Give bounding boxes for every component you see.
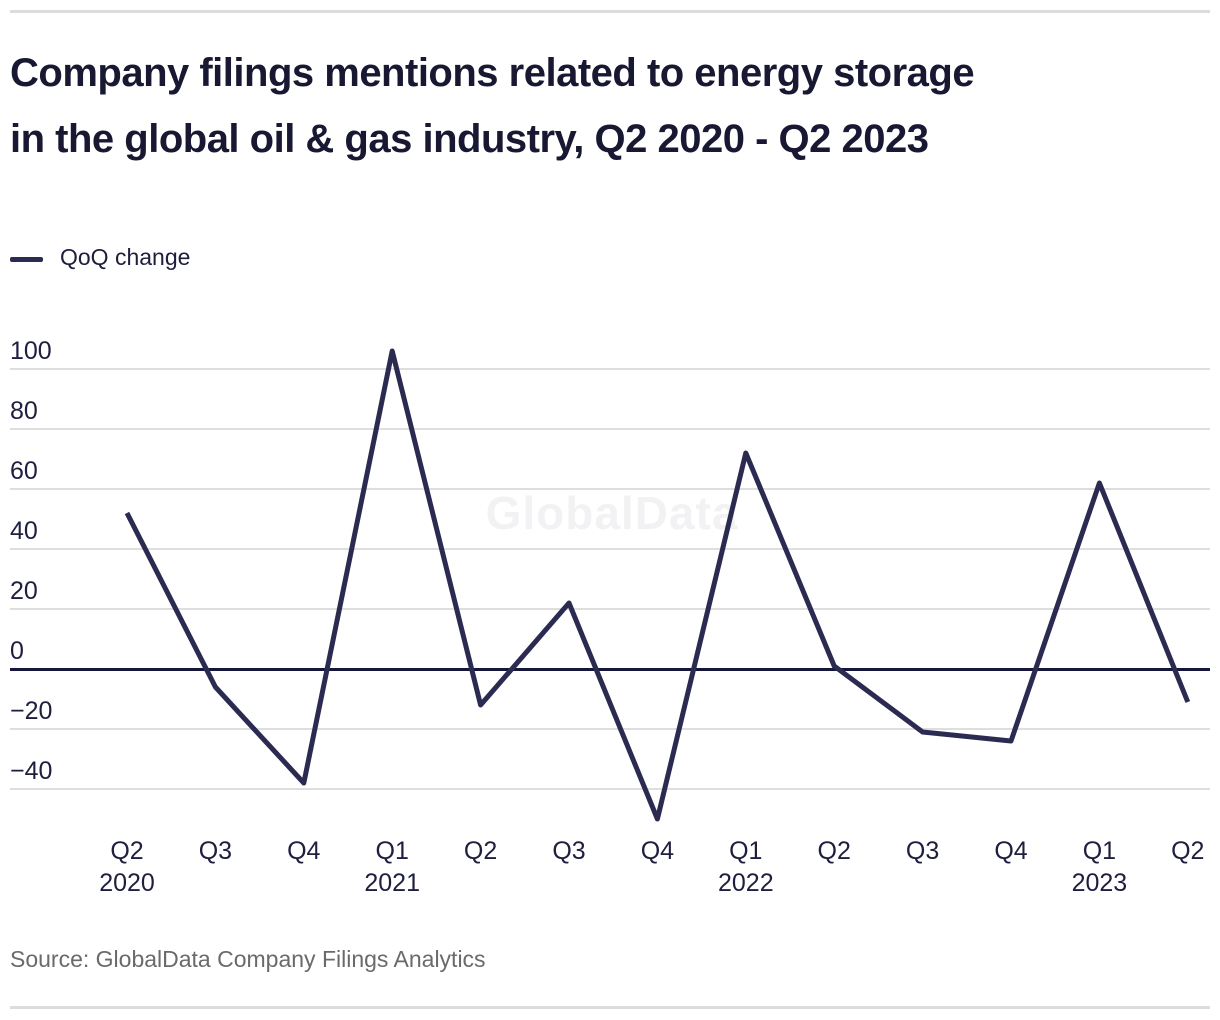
x-axis-label: Q2 — [779, 836, 889, 866]
source-caption: Source: GlobalData Company Filings Analy… — [10, 946, 486, 972]
x-axis-label: Q1 2021 — [337, 836, 447, 898]
zero-gridline — [10, 668, 1210, 671]
qoq-trend-line — [124, 348, 1191, 822]
x-axis-quarter: Q1 — [1082, 837, 1117, 865]
y-axis-label: −20 — [10, 697, 53, 725]
y-axis-label: 100 — [10, 337, 52, 365]
y-axis-label: 40 — [10, 517, 38, 545]
x-axis-quarter: Q3 — [198, 837, 233, 865]
x-axis-quarter: Q2 — [110, 837, 144, 865]
x-axis-year: 2022 — [717, 869, 774, 897]
legend-label: QoQ change — [60, 244, 191, 270]
x-axis-label: Q2 2020 — [72, 836, 182, 898]
x-axis-label: Q4 — [249, 836, 359, 866]
y-gridline — [10, 608, 1210, 610]
top-divider — [10, 10, 1210, 13]
x-axis-quarter: Q4 — [994, 837, 1028, 865]
x-axis-quarter: Q1 — [375, 837, 409, 865]
y-axis-label: 60 — [10, 457, 38, 485]
y-gridline — [10, 728, 1210, 730]
x-axis-label: Q1 2022 — [691, 836, 801, 898]
x-axis-quarter: Q2 — [1171, 837, 1205, 865]
y-axis-label: 80 — [10, 397, 38, 425]
x-axis-quarter: Q1 — [729, 837, 763, 865]
x-axis-label: Q3 — [160, 836, 270, 866]
y-gridline — [10, 788, 1210, 790]
x-axis-label: Q2 — [1133, 836, 1220, 866]
x-axis-label: Q3 — [868, 836, 978, 866]
x-axis-label: Q3 — [514, 836, 624, 866]
x-axis-label: Q4 — [602, 836, 712, 866]
x-axis-label: Q1 2023 — [1044, 836, 1154, 898]
x-axis-label: Q2 — [426, 836, 536, 866]
chart-title: Company filings mentions related to ener… — [10, 40, 1215, 172]
x-axis-year: 2020 — [99, 869, 155, 897]
y-axis-label: 20 — [10, 577, 38, 605]
y-gridline — [10, 368, 1210, 370]
x-axis-quarter: Q2 — [463, 837, 498, 865]
x-axis-quarter: Q3 — [552, 837, 586, 865]
y-axis-label: −40 — [10, 757, 53, 785]
bottom-divider — [10, 1006, 1210, 1009]
watermark: GlobalData — [485, 487, 739, 539]
chart-title-line2: in the global oil & gas industry, Q2 202… — [10, 117, 929, 161]
x-axis-quarter: Q4 — [640, 837, 675, 865]
x-axis-quarter: Q4 — [287, 837, 321, 865]
y-axis-label: 0 — [10, 637, 24, 665]
x-axis-quarter: Q2 — [817, 837, 851, 865]
legend-line-swatch — [10, 257, 43, 262]
chart-title-line1: Company filings mentions related to ener… — [10, 51, 975, 95]
y-gridline — [10, 548, 1210, 550]
x-axis-year: 2023 — [1071, 869, 1128, 897]
y-gridline — [10, 428, 1210, 430]
x-axis-label: Q4 — [956, 836, 1066, 866]
x-axis-quarter: Q3 — [905, 837, 940, 865]
x-axis-year: 2021 — [364, 869, 420, 897]
